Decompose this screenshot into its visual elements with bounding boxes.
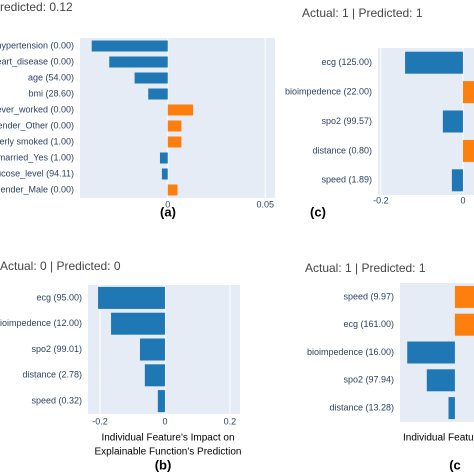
chart-title: redicted: 0.12 [0,0,73,14]
bar [144,364,165,387]
bar [462,139,474,162]
x-axis-label: Individual Feature's Impact on [101,433,234,444]
x-tick-label: 0.2 [224,416,237,426]
bar [454,285,474,308]
y-tick-label: lucose_level (94.11) [0,168,74,178]
bar [134,72,168,84]
y-tick-label: _married_Yes (1.00) [0,152,74,162]
bar [426,369,455,392]
y-tick-label: ecg (161.00) [343,319,394,329]
y-tick-label: heart_disease (0.00) [0,56,74,66]
bar [167,136,182,148]
y-tick-label: distance (0.80) [312,145,372,155]
bar [405,51,463,74]
y-tick-label: ecg (95.00) [36,292,82,302]
x-axis-label: Explainable Function's Prediction [95,447,242,458]
x-tick-label: 0 [165,199,170,209]
bar [159,152,168,164]
bar [167,120,182,132]
y-tick-label: nerly smoked (1.00) [0,136,74,146]
y-tick-label: ecg (125.00) [321,57,372,67]
y-tick-label: hypertension (0.00) [0,40,74,50]
y-tick-label: gender_Other (0.00) [0,120,74,130]
bar [161,168,168,180]
bar [462,81,474,104]
x-axis-label: Individual Featu [403,433,474,444]
bar [442,110,463,133]
y-tick-label: ever_worked (0.00) [0,104,74,114]
bar [98,286,165,309]
y-tick-label: distance (2.78) [22,370,82,380]
x-tick-label: -0.2 [92,416,108,426]
y-tick-label: speed (0.32) [31,395,82,405]
y-tick-label: bioimpedence (16.00) [307,347,394,357]
chart-title: Actual: 1 | Predicted: 1 [305,261,426,275]
bar [454,313,474,336]
x-tick-label: -0.2 [373,195,389,205]
bar [407,341,455,364]
y-tick-label: age (54.00) [28,72,74,82]
bar [91,40,168,52]
chart-title: Actual: 0 | Predicted: 0 [0,259,121,273]
y-tick-label: bioimpedence (22.00) [285,86,372,96]
y-tick-label: spo2 (99.01) [31,344,82,354]
bar [167,184,178,196]
y-tick-label: bioimpedence (12.00) [0,318,82,328]
x-tick-label: 0 [162,416,167,426]
bar [167,104,194,116]
panel-label: (a) [160,204,176,219]
panel-label: (c [449,457,461,472]
y-tick-label: speed (1.89) [321,175,372,185]
bar [109,56,168,68]
bar [451,169,463,192]
x-tick-label: 0 [460,195,465,205]
bar [148,88,168,100]
chart-title: Actual: 1 | Predicted: 1 [302,6,423,20]
y-tick-label: speed (9.97) [343,291,394,301]
bar [111,312,165,335]
y-tick-label: spo2 (97.94) [343,375,394,385]
panel-label: (b) [155,457,172,472]
bar [157,390,165,413]
panel-label: (c) [310,204,326,219]
y-tick-label: distance (13.28) [329,402,394,412]
y-tick-label: spo2 (99.57) [321,116,372,126]
y-tick-label: gender_Male (0.00) [0,184,74,194]
x-tick-label: 0.05 [256,199,274,209]
bar [448,397,455,420]
y-tick-label: bmi (28.60) [28,88,74,98]
bar [139,338,165,361]
